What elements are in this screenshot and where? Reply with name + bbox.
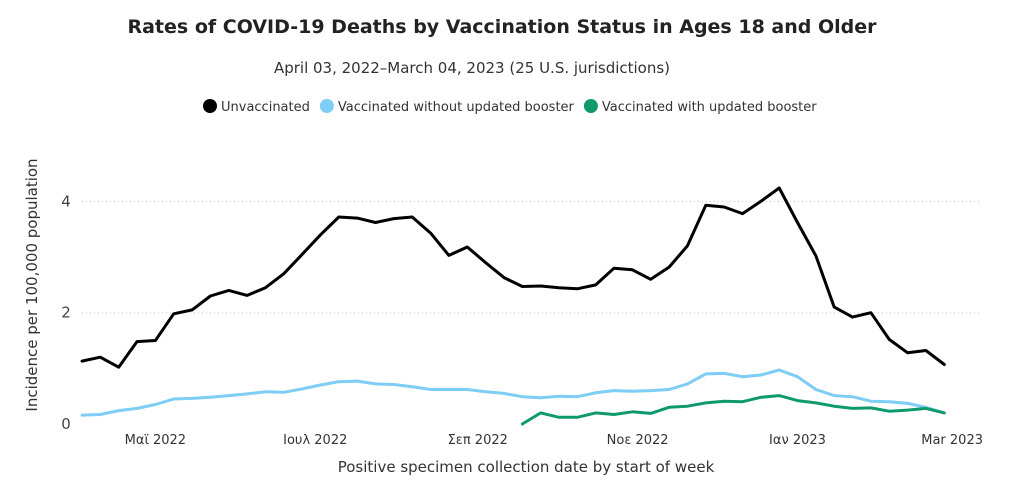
series-line-1 — [80, 368, 946, 417]
legend-label: Vaccinated with updated booster — [602, 100, 817, 115]
chart-title: Rates of COVID-19 Deaths by Vaccination … — [127, 16, 877, 38]
series-lines — [80, 186, 946, 426]
y-axis-label: Incidence per 100,000 population — [23, 158, 41, 411]
x-tick-label: Ιουλ 2022 — [283, 433, 347, 448]
y-tick-label: 0 — [61, 415, 71, 433]
x-tick-label: Ιαν 2023 — [769, 433, 826, 448]
x-axis-label: Positive specimen collection date by sta… — [338, 458, 715, 476]
legend-marker — [583, 99, 598, 113]
series-line-2 — [520, 394, 946, 426]
x-tick-label: Μαϊ 2022 — [125, 433, 186, 448]
chart-subtitle: April 03, 2022–March 04, 2023 (25 U.S. j… — [274, 59, 670, 77]
legend: Unvaccinated Vaccinated without updated b… — [203, 99, 817, 115]
gridlines — [82, 200, 980, 314]
legend-label: Unvaccinated — [221, 100, 310, 115]
y-axis: 0 2 4 — [61, 192, 71, 433]
x-tick-label: Σεπ 2022 — [448, 433, 508, 448]
x-tick-label: Mar 2023 — [921, 433, 983, 448]
series-line-0 — [80, 186, 946, 369]
legend-marker — [203, 99, 217, 113]
x-axis: Μαϊ 2022 Ιουλ 2022 Σεπ 2022 Νοε 2022 Ιαν 202… — [125, 433, 983, 448]
y-tick-label: 4 — [61, 192, 71, 210]
x-tick-label: Νοε 2022 — [607, 433, 669, 448]
legend-label: Vaccinated without updated booster — [338, 100, 575, 115]
y-tick-label: 2 — [61, 304, 71, 322]
legend-marker — [319, 99, 334, 113]
